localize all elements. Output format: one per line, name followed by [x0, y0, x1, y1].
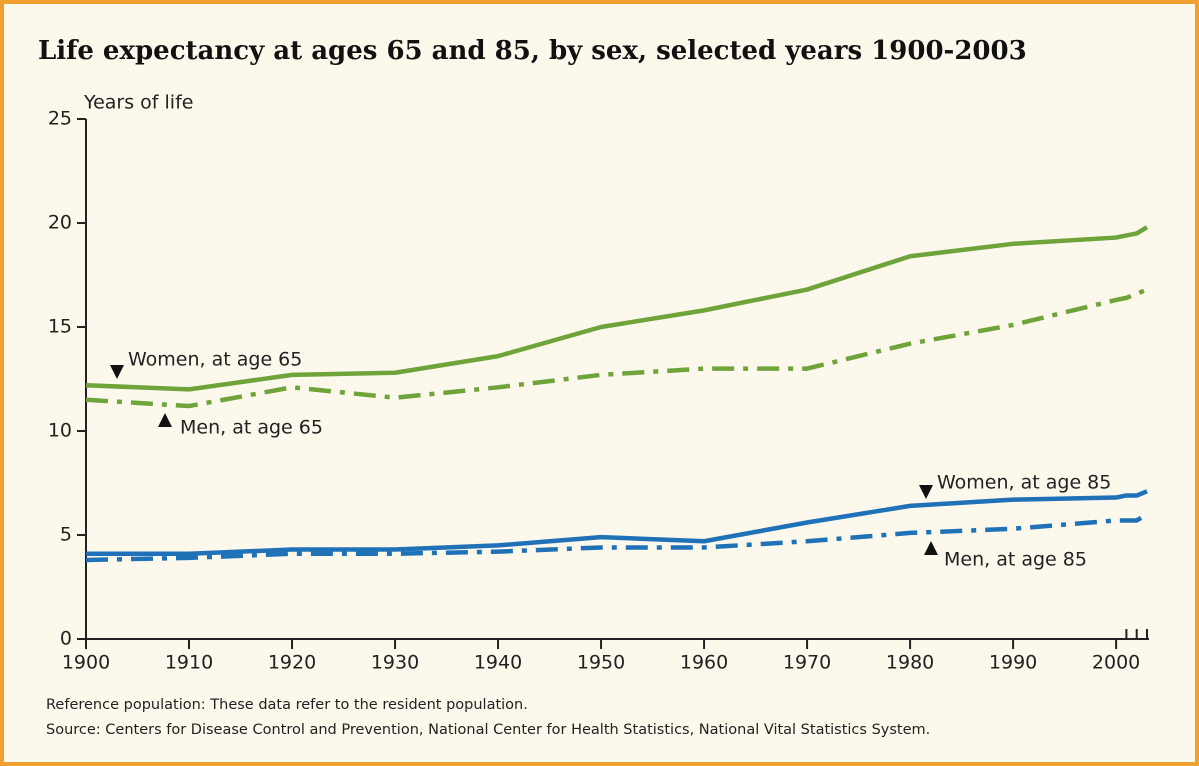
x-tick-label: 1930 — [371, 652, 419, 674]
series-line — [85, 287, 1148, 409]
y-tick-label: 10 — [48, 420, 72, 442]
pointer — [924, 541, 938, 555]
series-line — [85, 512, 1149, 563]
x-tick-label: 1990 — [989, 652, 1037, 674]
series-label: Men, at age 85 — [944, 549, 1087, 571]
pointer — [110, 365, 124, 379]
x-tick-label: 1900 — [62, 652, 110, 674]
y-axis-label: Years of life — [83, 92, 193, 114]
y-tick-label: 25 — [48, 108, 72, 130]
x-tick-label: 1910 — [165, 652, 213, 674]
pointer — [158, 413, 172, 427]
chart-title: Life expectancy at ages 65 and 85, by se… — [38, 36, 1027, 66]
y-tick-label: 0 — [60, 628, 72, 650]
x-tick-label: 1980 — [886, 652, 934, 674]
note: Reference population: These data refer t… — [46, 697, 528, 713]
x-tick-label: 1950 — [577, 652, 625, 674]
x-tick-label: 1970 — [783, 652, 831, 674]
x-tick-label: 1940 — [474, 652, 522, 674]
x-tick-label: 2000 — [1092, 652, 1140, 674]
series-label: Men, at age 65 — [180, 417, 323, 439]
series-label: Women, at age 85 — [937, 472, 1111, 494]
series-line — [86, 489, 1148, 556]
note: Source: Centers for Disease Control and … — [46, 722, 930, 738]
y-tick-label: 5 — [60, 524, 72, 546]
series-line — [85, 225, 1149, 392]
series-label: Women, at age 65 — [128, 349, 302, 371]
x-tick-label: 1960 — [680, 652, 728, 674]
y-tick-label: 15 — [48, 316, 72, 338]
x-tick-label: 1920 — [268, 652, 316, 674]
pointer — [919, 485, 933, 499]
y-tick-label: 20 — [48, 212, 72, 234]
